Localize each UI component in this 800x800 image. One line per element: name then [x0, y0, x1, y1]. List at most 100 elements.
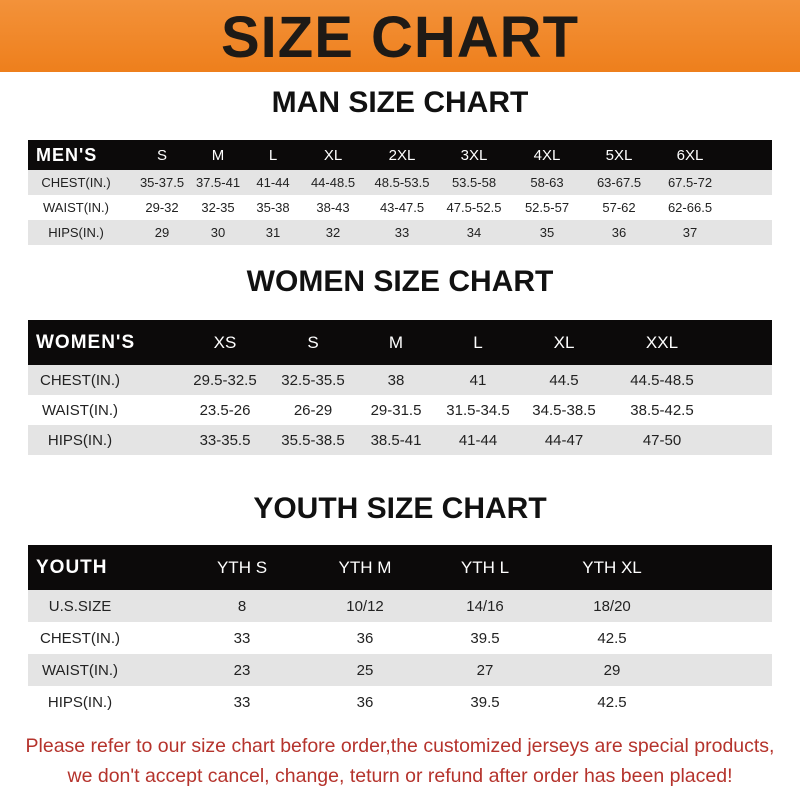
- table-cell: 14/16: [466, 597, 504, 615]
- table-cell: 29: [603, 661, 621, 679]
- table-row: HIPS(IN.) 33 36 39.5 42.5: [28, 686, 772, 718]
- table-row: WAIST(IN.) 23.5-26 26-29 29-31.5 31.5-34.5 34…: [28, 395, 772, 425]
- table-cell: 29: [154, 225, 170, 240]
- table-cell: 2XL: [388, 146, 416, 164]
- table-cell: 8: [237, 597, 247, 615]
- title-banner: SIZE CHART: [0, 0, 800, 72]
- table-cell: 32: [325, 225, 341, 240]
- table-cell: XXL: [645, 332, 679, 352]
- table-cell: 38.5-42.5: [630, 401, 694, 419]
- table-row: CHEST(IN.) 35-37.5 37.5-41 41-44 44-48.5 48.5…: [28, 170, 772, 195]
- header-row: MEN'S S M L XL 2XL 3XL 4XL 5XL 6XL: [28, 140, 772, 170]
- table-cell: 29-31.5: [370, 401, 422, 419]
- table-cell: 41-44: [256, 175, 290, 190]
- row-label: HIPS(IN.): [47, 693, 113, 711]
- header-row: WOMEN'S XS S M L XL XXL: [28, 320, 772, 365]
- table-cell: 62-66.5: [667, 200, 713, 215]
- table-row: HIPS(IN.) 33-35.5 35.5-38.5 38.5-41 41-44 44-…: [28, 425, 772, 455]
- table-cell: 63-67.5: [596, 175, 642, 190]
- table-cell: 42.5: [597, 629, 627, 647]
- table-row: HIPS(IN.) 29 30 31 32 33 34 35 36 37: [28, 220, 772, 245]
- row-label: WAIST(IN.): [41, 401, 119, 419]
- table-cell: 35: [539, 225, 555, 240]
- table-cell: 23.5-26: [199, 401, 251, 419]
- men-title: MAN SIZE CHART: [271, 86, 529, 119]
- table-cell: 36: [611, 225, 627, 240]
- table-cell: 34.5-38.5: [532, 401, 596, 419]
- header-row: YOUTH YTH S YTH M YTH L YTH XL: [28, 545, 772, 590]
- table-cell: 41-44: [458, 431, 498, 449]
- table-cell: XL: [323, 146, 343, 164]
- table-cell: 3XL: [460, 146, 488, 164]
- table-cell: 43-47.5: [379, 200, 425, 215]
- table-cell: 47-50: [642, 431, 682, 449]
- table-cell: 30: [210, 225, 226, 240]
- table-cell: YTH L: [460, 557, 510, 577]
- row-label: CHEST(IN.): [41, 175, 111, 190]
- table-cell: L: [473, 332, 483, 352]
- table-cell: 33: [233, 693, 251, 711]
- table-cell: 57-62: [602, 200, 636, 215]
- table-cell: 35-37.5: [139, 175, 185, 190]
- table-cell: 53.5-58: [451, 175, 497, 190]
- table-cell: 27: [476, 661, 494, 679]
- table-label: YOUTH: [36, 556, 108, 578]
- table-cell: 33: [233, 629, 251, 647]
- table-cell: 33-35.5: [199, 431, 251, 449]
- table-cell: 29-32: [145, 200, 179, 215]
- table-cell: 37: [682, 225, 698, 240]
- table-cell: 18/20: [593, 597, 631, 615]
- table-cell: 36: [356, 693, 374, 711]
- table-row: CHEST(IN.) 29.5-32.5 32.5-35.5 38 41 44.5 44.5…: [28, 365, 772, 395]
- table-cell: 31.5-34.5: [446, 401, 510, 419]
- table-cell: 36: [356, 629, 374, 647]
- table-cell: 33: [394, 225, 410, 240]
- table-cell: 44-48.5: [310, 175, 356, 190]
- table-cell: 39.5: [470, 693, 500, 711]
- table-cell: YTH XL: [582, 557, 642, 577]
- row-label: WAIST(IN.): [41, 661, 119, 679]
- table-cell: S: [307, 332, 319, 352]
- table-cell: 23: [233, 661, 251, 679]
- table-label: MEN'S: [36, 144, 98, 165]
- table-cell: XS: [213, 332, 237, 352]
- table-cell: 35-38: [256, 200, 290, 215]
- men-size-table: MEN'S S M L XL 2XL 3XL 4XL 5XL 6XL CHEST(IN.) 35-37…: [28, 140, 772, 245]
- table-cell: 4XL: [533, 146, 561, 164]
- table-row: WAIST(IN.) 29-32 32-35 35-38 38-43 43-47.5 47.…: [28, 195, 772, 220]
- table-cell: 26-29: [293, 401, 333, 419]
- table-cell: YTH S: [216, 557, 268, 577]
- row-label: WAIST(IN.): [43, 200, 109, 215]
- table-cell: M: [388, 332, 404, 352]
- table-cell: 37.5-41: [195, 175, 241, 190]
- row-label: CHEST(IN.): [40, 629, 120, 647]
- table-cell: 39.5: [470, 629, 500, 647]
- table-cell: 32.5-35.5: [281, 371, 345, 389]
- table-label: WOMEN'S: [36, 331, 136, 353]
- table-cell: 67.5-72: [667, 175, 713, 190]
- row-label: HIPS(IN.): [47, 431, 113, 449]
- women-title: WOMEN SIZE CHART: [246, 265, 554, 298]
- table-cell: 58-63: [530, 175, 564, 190]
- table-cell: L: [268, 146, 278, 164]
- table-cell: XL: [553, 332, 575, 352]
- table-cell: 32-35: [201, 200, 235, 215]
- table-cell: 25: [356, 661, 374, 679]
- table-cell: 38: [387, 371, 405, 389]
- table-cell: 31: [265, 225, 281, 240]
- row-label: U.S.SIZE: [48, 597, 112, 615]
- table-cell: 41: [469, 371, 487, 389]
- table-cell: 35.5-38.5: [281, 431, 345, 449]
- row-label: HIPS(IN.): [48, 225, 104, 240]
- table-cell: 34: [466, 225, 482, 240]
- table-cell: 48.5-53.5: [374, 175, 430, 190]
- table-cell: M: [211, 146, 225, 164]
- table-cell: 5XL: [605, 146, 633, 164]
- table-cell: S: [156, 146, 168, 164]
- women-size-table: WOMEN'S XS S M L XL XXL CHEST(IN.) 29.5-32.5 32.5…: [28, 320, 772, 455]
- row-label: CHEST(IN.): [40, 371, 120, 389]
- table-cell: 38-43: [316, 200, 350, 215]
- table-cell: 44-47: [544, 431, 584, 449]
- table-cell: 42.5: [597, 693, 627, 711]
- table-cell: 38.5-41: [370, 431, 422, 449]
